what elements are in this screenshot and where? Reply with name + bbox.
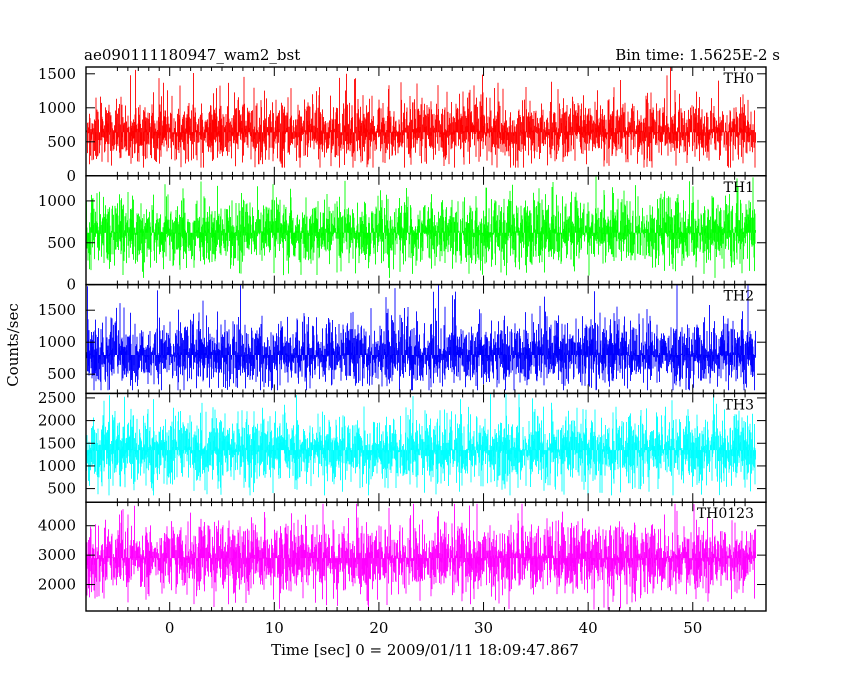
x-tick-label: 0 bbox=[165, 619, 175, 637]
y-tick-label: 1000 bbox=[38, 333, 76, 351]
panel-label: TH0123 bbox=[697, 506, 754, 522]
y-tick-label: 1500 bbox=[38, 434, 76, 452]
y-tick-label: 1000 bbox=[38, 192, 76, 210]
series-trace-th3 bbox=[85, 393, 756, 496]
x-axis-title: Time [sec] 0 = 2009/01/11 18:09:47.867 bbox=[271, 641, 579, 659]
y-tick-label: 0 bbox=[66, 276, 76, 294]
panel-th0123: 2000 3000 4000 TH0123 bbox=[38, 501, 767, 612]
panel-th0: 0 500 1000 1500 TH0 bbox=[38, 65, 767, 185]
x-tick-label: 50 bbox=[683, 619, 702, 637]
y-tick-label: 2000 bbox=[38, 412, 76, 430]
y-tick-label: 4000 bbox=[38, 517, 76, 535]
panel-th3: 500 1000 1500 2000 2500 TH3 bbox=[38, 389, 767, 503]
panel-label: TH3 bbox=[724, 397, 754, 413]
bin-time-label: Bin time: 1.5625E-2 s bbox=[615, 46, 780, 64]
panel-label: TH0 bbox=[724, 71, 754, 87]
y-tick-label: 500 bbox=[47, 234, 76, 252]
y-tick-label: 0 bbox=[66, 167, 76, 185]
y-tick-label: 3000 bbox=[38, 546, 76, 564]
panel-label: TH2 bbox=[724, 289, 754, 305]
y-tick-label: 500 bbox=[47, 133, 76, 151]
series-trace-th1 bbox=[85, 176, 756, 278]
series-trace-th2 bbox=[85, 284, 756, 391]
y-tick-label: 2000 bbox=[38, 576, 76, 594]
chart-title: ae090111180947_wam2_bst bbox=[84, 46, 300, 64]
x-tick-label: 20 bbox=[369, 619, 388, 637]
panel-th2: 500 1000 1500 TH2 bbox=[38, 283, 767, 395]
series-trace-th0123 bbox=[85, 503, 756, 610]
y-tick-label: 500 bbox=[47, 365, 76, 383]
y-tick-label: 1500 bbox=[38, 65, 76, 83]
panel-frame bbox=[85, 501, 767, 612]
y-tick-label: 2500 bbox=[38, 389, 76, 407]
y-tick-label: 1500 bbox=[38, 301, 76, 319]
x-tick-label: 40 bbox=[579, 619, 598, 637]
panel-label: TH1 bbox=[724, 180, 754, 196]
y-tick-label: 1000 bbox=[38, 457, 76, 475]
y-tick-label: 500 bbox=[47, 480, 76, 498]
y-axis-title: Counts/sec bbox=[4, 303, 22, 387]
x-tick-label: 30 bbox=[474, 619, 493, 637]
panel-th1: 0 500 1000 TH1 bbox=[38, 175, 767, 294]
series-trace-th0 bbox=[85, 67, 756, 168]
y-tick-label: 1000 bbox=[38, 99, 76, 117]
x-tick-label: 10 bbox=[265, 619, 284, 637]
